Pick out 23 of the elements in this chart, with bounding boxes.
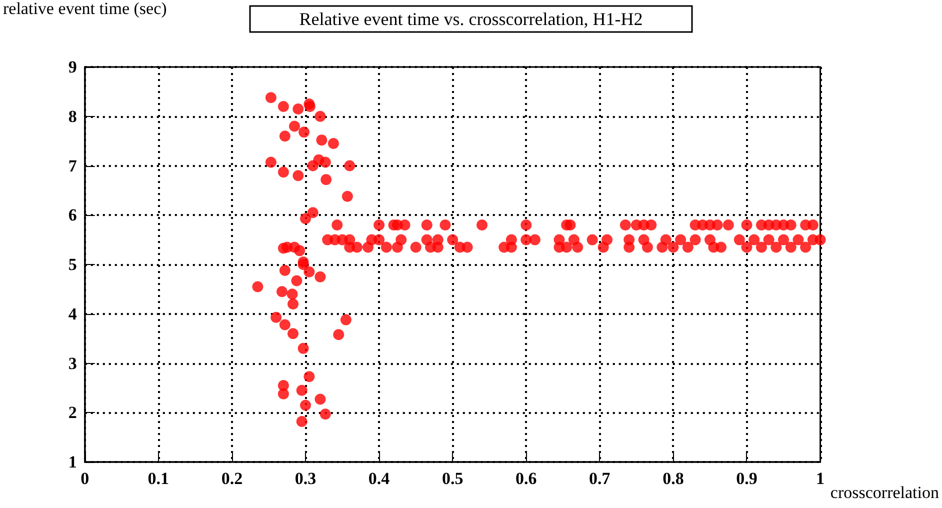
x-tick-label: 0.5 <box>442 469 464 488</box>
chart-title: Relative event time vs. crosscorrelation, H1-H2 <box>299 9 643 29</box>
x-tick-label: 1 <box>816 469 825 488</box>
x-tick-label: 0.8 <box>662 469 684 488</box>
x-tick-label: 0.1 <box>148 469 170 488</box>
y-tick-label: 5 <box>68 255 77 274</box>
x-tick-label: 0.9 <box>736 469 758 488</box>
x-axis-title: crosscorrelation <box>830 483 940 502</box>
y-tick-label: 7 <box>68 156 78 176</box>
x-tick-label: 0.6 <box>516 469 537 488</box>
x-tick-label: 0.7 <box>589 469 611 488</box>
y-tick-label: 9 <box>68 58 77 76</box>
y-tick-label: 4 <box>68 304 78 324</box>
x-tick-label: 0.2 <box>221 469 243 488</box>
x-tick-label: 0 <box>80 469 90 488</box>
y-axis-title: relative event time (sec) <box>2 0 167 18</box>
x-tick-label: 0.4 <box>368 469 390 488</box>
y-tick-label: 3 <box>68 354 77 373</box>
y-tick-label: 2 <box>68 403 77 422</box>
y-tick-label: 8 <box>68 106 77 126</box>
y-tick-label: 6 <box>68 206 77 225</box>
x-tick-label: 0.3 <box>294 469 316 488</box>
y-tick-label: 1 <box>68 452 77 472</box>
